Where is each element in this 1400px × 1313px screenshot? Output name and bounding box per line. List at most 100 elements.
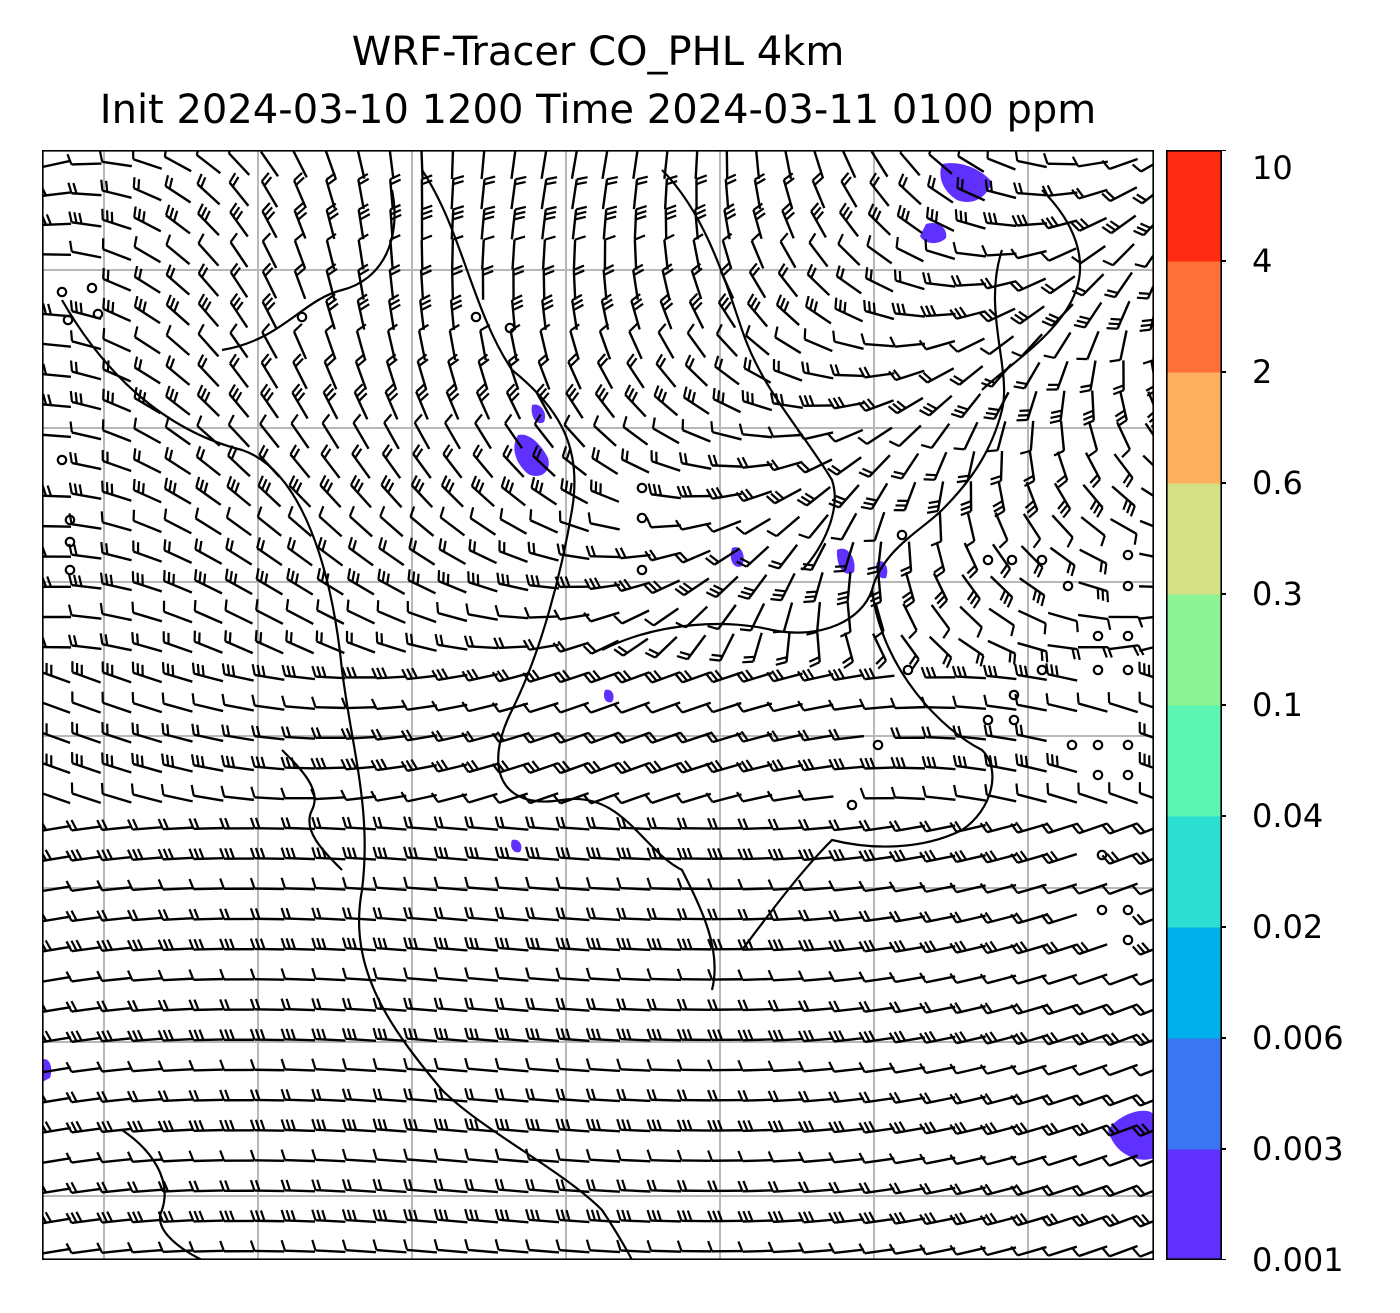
- wind-barb: [65, 1000, 102, 1013]
- wind-barb: [616, 1179, 651, 1193]
- wind-barb: [372, 967, 407, 982]
- wind-barb: [505, 383, 522, 420]
- wind-barb: [630, 293, 644, 330]
- wind-barb: [646, 847, 682, 861]
- wind-barb: [388, 264, 401, 300]
- wind-barb: [285, 599, 314, 625]
- wind-barb: [126, 1060, 163, 1073]
- wind-barb: [676, 968, 712, 981]
- wind-barb: [890, 727, 926, 740]
- wind-barb: [126, 939, 163, 952]
- wind-barb: [250, 755, 285, 771]
- wind-barb: [197, 323, 220, 358]
- wind-barb: [633, 205, 647, 240]
- wind-barb: [433, 876, 468, 892]
- wind-barb: [164, 204, 191, 235]
- wind-barb: [1046, 360, 1069, 391]
- wind-barb: [381, 444, 402, 479]
- wind-barb: [219, 878, 255, 891]
- wind-barb: [420, 174, 433, 210]
- calm-wind-marker: [1092, 769, 1104, 781]
- colorbar-label-8: 2: [1252, 353, 1273, 391]
- calm-wind-marker: [1006, 554, 1018, 566]
- wind-barb: [647, 483, 682, 500]
- wind-barb: [131, 722, 163, 744]
- wind-barb: [191, 693, 224, 713]
- wind-barb: [858, 1211, 895, 1225]
- wind-barb: [1101, 186, 1138, 203]
- calm-wind-marker: [470, 311, 482, 323]
- wind-barb: [889, 697, 926, 710]
- wind-barb: [525, 876, 560, 892]
- wind-barb: [918, 367, 955, 384]
- wind-barb: [163, 477, 192, 505]
- wind-barb: [932, 572, 949, 609]
- tracer-plume: [920, 222, 947, 244]
- wind-barb: [613, 669, 651, 684]
- wind-barb: [552, 791, 590, 805]
- wind-barb: [67, 604, 102, 620]
- wind-barb: [920, 304, 956, 318]
- wind-barb: [219, 1089, 255, 1102]
- calm-wind-marker: [1062, 580, 1074, 592]
- wind-barb: [498, 540, 528, 564]
- wind-barb: [219, 1149, 255, 1162]
- wind-barb: [811, 172, 826, 209]
- wind-barb: [737, 1089, 773, 1102]
- wind-barb: [433, 1208, 468, 1224]
- wind-barb: [464, 906, 499, 922]
- wind-barb: [952, 725, 987, 741]
- wind-barb: [570, 150, 579, 179]
- wind-barb: [585, 877, 621, 891]
- wind-barb: [448, 323, 460, 361]
- wind-barb: [126, 1151, 163, 1163]
- wind-barb: [101, 691, 132, 714]
- wind-barb: [585, 1028, 621, 1042]
- wind-barb: [512, 264, 525, 300]
- wind-barb: [1049, 546, 1076, 577]
- wind-barb: [828, 484, 860, 509]
- coastlines: [61, 169, 1082, 1260]
- wind-barb: [400, 791, 437, 803]
- wind-barb: [250, 786, 285, 801]
- wind-barb: [583, 669, 620, 684]
- wind-barb: [219, 1029, 255, 1042]
- wind-barb: [949, 1002, 986, 1015]
- wind-barb: [163, 539, 193, 564]
- wind-barb: [507, 353, 520, 391]
- wind-barb: [979, 1183, 1017, 1196]
- wind-barb: [126, 848, 163, 861]
- wind-barb: [893, 269, 925, 291]
- wind-barb: [403, 1057, 438, 1073]
- wind-barb: [370, 728, 407, 741]
- wind-barb: [1131, 975, 1154, 986]
- wind-barb: [341, 967, 377, 982]
- wind-barb: [961, 573, 981, 609]
- wind-barb: [431, 730, 468, 743]
- wind-barb: [979, 1064, 1017, 1075]
- wind-barb: [164, 416, 191, 446]
- wind-barb: [164, 446, 192, 476]
- wind-barb: [438, 538, 467, 566]
- wind-barb: [928, 635, 953, 669]
- wind-barb: [409, 506, 435, 537]
- wind-barb: [633, 234, 646, 270]
- wind-barb: [376, 600, 406, 624]
- wind-barb: [596, 353, 614, 390]
- wind-barb: [370, 758, 407, 772]
- wind-barb: [585, 816, 621, 831]
- wind-barb: [644, 607, 680, 627]
- tracer-plume: [514, 434, 549, 477]
- wind-barb: [675, 605, 709, 629]
- calm-wind-marker: [296, 311, 308, 323]
- wind-barb: [828, 1120, 865, 1134]
- wind-barb: [890, 786, 926, 801]
- wind-barb: [310, 727, 346, 740]
- wind-barb: [385, 353, 398, 391]
- wind-barb: [598, 323, 612, 360]
- wind-barb: [401, 667, 438, 681]
- wind-barb: [126, 1181, 163, 1194]
- wind-barb: [196, 415, 221, 447]
- wind-barb: [133, 356, 161, 385]
- wind-barb: [372, 937, 407, 952]
